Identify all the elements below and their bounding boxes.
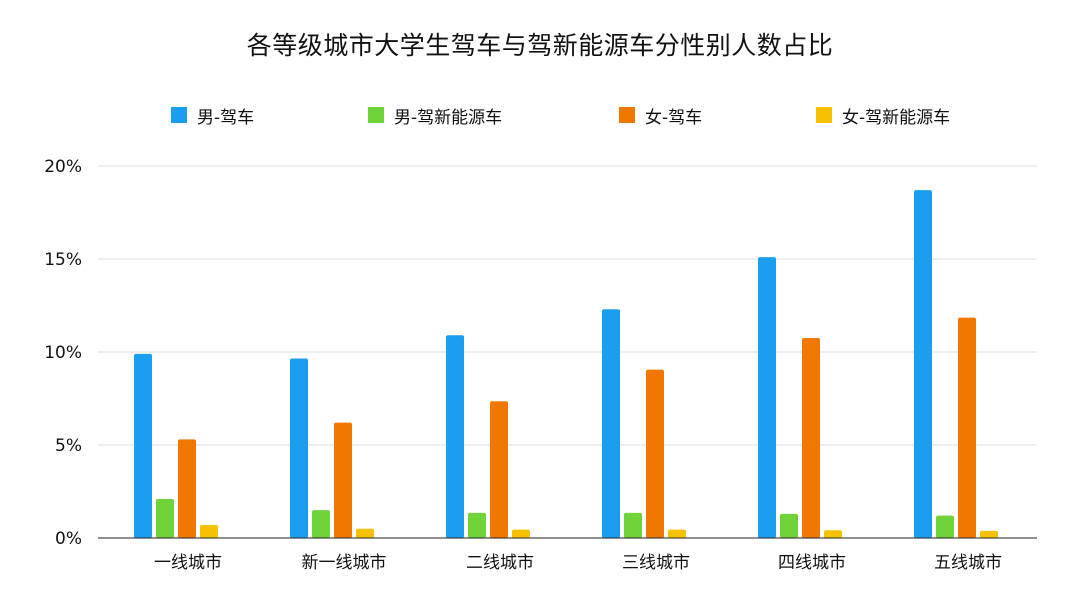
legend: 男-驾车 男-驾新能源车 女-驾车 女-驾新能源车 <box>0 101 1080 129</box>
bar <box>178 439 196 538</box>
legend-item-female-ev: 女-驾新能源车 <box>816 101 950 129</box>
bar <box>780 513 798 538</box>
legend-label-female-car: 女-驾车 <box>645 107 703 128</box>
legend-swatch-female-car <box>619 107 635 123</box>
bar <box>490 401 508 538</box>
legend-item-female-car: 女-驾车 <box>619 101 702 129</box>
chart-title: 各等级城市大学生驾车与驾新能源车分性别人数占比 <box>246 31 834 60</box>
x-axis-ticks: 一线城市 新一线城市 二线城市 三线城市 四线城市 五线城市 <box>154 553 1002 573</box>
bar <box>468 512 486 538</box>
bar <box>446 335 464 538</box>
bar <box>914 190 932 538</box>
bars <box>134 190 998 538</box>
bar <box>602 309 620 538</box>
legend-swatch-male-ev <box>368 107 384 123</box>
y-tick-label: 15% <box>44 250 82 270</box>
legend-item-male-car: 男-驾车 <box>171 101 254 129</box>
bar <box>312 510 330 538</box>
bar <box>334 422 352 538</box>
bar <box>958 317 976 538</box>
y-tick-label: 10% <box>44 343 82 363</box>
bar <box>758 257 776 538</box>
bar <box>512 529 530 538</box>
x-tick-label: 五线城市 <box>934 553 1002 573</box>
bar <box>134 353 152 538</box>
bar <box>200 524 218 538</box>
bar <box>936 515 954 538</box>
bar <box>156 498 174 538</box>
bar <box>290 358 308 538</box>
y-axis-ticks: 0% 5% 10% 15% 20% <box>44 157 82 549</box>
y-tick-label: 0% <box>55 529 82 549</box>
legend-label-male-ev: 男-驾新能源车 <box>394 107 503 128</box>
legend-swatch-female-ev <box>816 107 832 123</box>
legend-label-male-car: 男-驾车 <box>197 107 255 128</box>
y-tick-label: 5% <box>55 436 82 456</box>
gridlines <box>98 165 1037 446</box>
bar <box>356 528 374 538</box>
legend-swatch-male-car <box>171 107 187 123</box>
x-tick-label: 新一线城市 <box>302 553 387 573</box>
x-tick-label: 二线城市 <box>466 553 534 573</box>
bar <box>624 512 642 538</box>
x-tick-label: 一线城市 <box>154 553 222 573</box>
bar <box>824 530 842 538</box>
legend-item-male-ev: 男-驾新能源车 <box>368 101 502 129</box>
bar <box>980 530 998 538</box>
y-tick-label: 20% <box>44 157 82 177</box>
x-tick-label: 四线城市 <box>778 553 846 573</box>
legend-label-female-ev: 女-驾新能源车 <box>842 107 951 128</box>
bar <box>668 529 686 538</box>
x-tick-label: 三线城市 <box>622 553 690 573</box>
bar <box>802 338 820 538</box>
bar <box>646 369 664 538</box>
